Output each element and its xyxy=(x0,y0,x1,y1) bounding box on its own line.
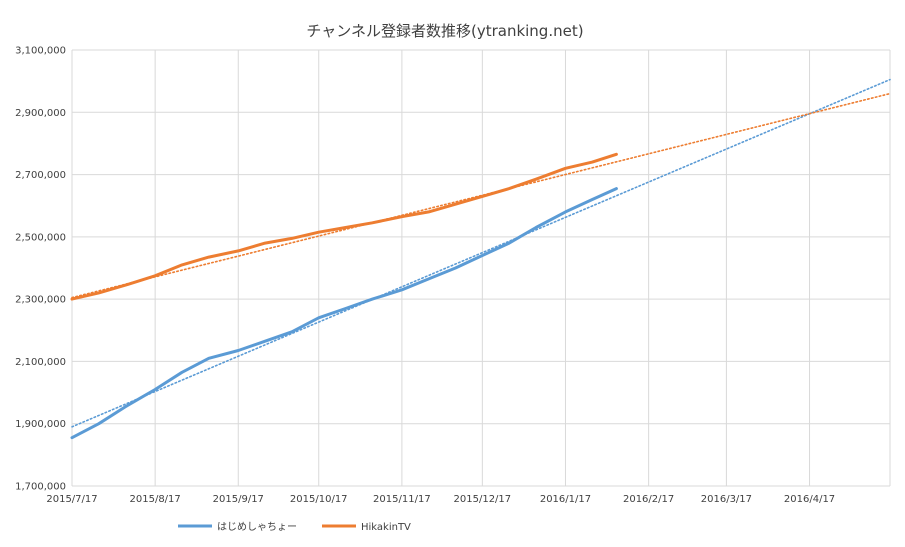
y-tick-label: 2,100,000 xyxy=(15,357,66,368)
trendlines xyxy=(71,78,891,428)
x-tick-label: 2015/7/17 xyxy=(46,494,97,505)
y-tick-label: 2,300,000 xyxy=(15,295,66,306)
x-tick-label: 2016/2/17 xyxy=(623,494,674,505)
x-tick-label: 2015/10/17 xyxy=(290,494,348,505)
trendline-0 xyxy=(71,78,891,428)
x-tick-label: 2015/9/17 xyxy=(213,494,264,505)
series-line-1 xyxy=(70,152,618,301)
x-tick-label: 2016/4/17 xyxy=(784,494,835,505)
x-tick-label: 2015/8/17 xyxy=(130,494,181,505)
x-tick-label: 2015/11/17 xyxy=(373,494,431,505)
legend-label-0: はじめしゃちょー xyxy=(217,521,297,533)
x-tick-label: 2016/1/17 xyxy=(540,494,591,505)
y-tick-label: 2,900,000 xyxy=(15,108,66,119)
series-lines xyxy=(70,152,618,440)
legend: はじめしゃちょー HikakinTV xyxy=(178,521,411,533)
legend-label-1: HikakinTV xyxy=(361,522,411,533)
y-axis-ticks: 1,700,000 1,900,000 2,100,000 2,300,000 2,50… xyxy=(15,46,66,493)
series-line-0 xyxy=(70,187,618,440)
gridlines xyxy=(71,49,891,487)
chart-title: チャンネル登録者数推移(ytranking.net) xyxy=(306,22,583,40)
y-tick-label: 1,900,000 xyxy=(15,419,66,430)
y-tick-label: 2,500,000 xyxy=(15,232,66,243)
y-tick-label: 2,700,000 xyxy=(15,170,66,181)
y-tick-label: 1,700,000 xyxy=(15,482,66,493)
x-tick-label: 2016/3/17 xyxy=(701,494,752,505)
x-axis-ticks: 2015/7/17 2015/8/17 2015/9/17 2015/10/17 201… xyxy=(46,494,835,505)
x-tick-label: 2015/12/17 xyxy=(454,494,512,505)
y-tick-label: 3,100,000 xyxy=(15,46,66,57)
